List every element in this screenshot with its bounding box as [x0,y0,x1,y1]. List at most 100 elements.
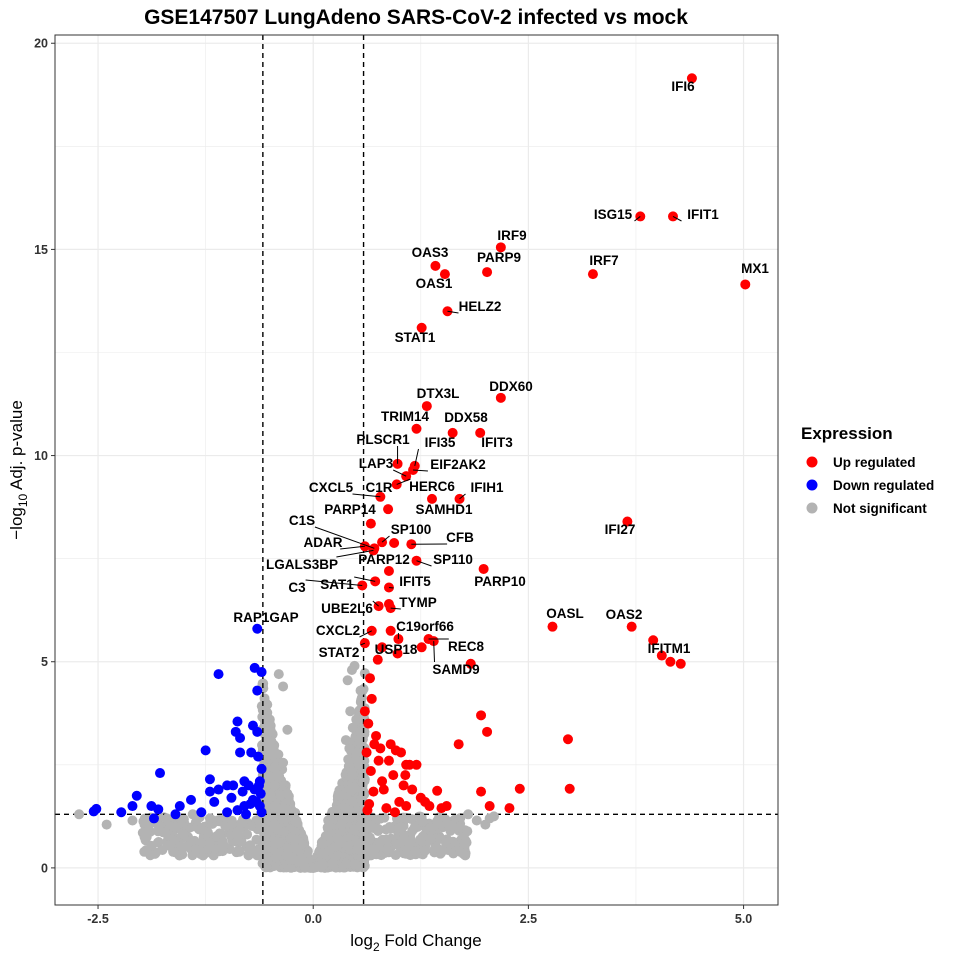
label-trim14: TRIM14 [381,409,430,424]
point-up-regulated [365,673,376,684]
point-not-significant [256,701,267,712]
point-not-significant [348,781,359,792]
point-not-significant [272,824,283,835]
point-not-significant [282,724,293,735]
point-down-regulated [222,780,233,791]
point-down-regulated [256,763,267,774]
y-axis-title-main: −log [7,507,26,540]
label-lap3: LAP3 [359,456,394,471]
point-up-regulated [562,734,573,745]
point-not-significant [356,813,367,824]
point-up-regulated [359,706,370,717]
label-ifi35: IFI35 [425,435,456,450]
point-not-significant [400,812,411,823]
point-samhd1 [426,493,437,504]
connector-lap3 [392,469,407,477]
point-down-regulated [204,774,215,785]
point-not-significant [181,841,192,852]
y-axis-title: −log10 Adj. p-value [7,400,30,540]
point-not-significant [357,771,368,782]
connector-samd9 [433,641,435,663]
label-cxcl5: CXCL5 [309,480,354,495]
point-not-significant [356,695,367,706]
label-ifit3: IFIT3 [481,435,513,450]
connector-eif2ak2 [413,469,428,472]
label-oas2: OAS2 [606,607,643,622]
x-tick-label: -2.5 [87,912,109,926]
point-down-regulated [153,804,164,815]
point-not-significant [463,809,474,820]
point-not-significant [261,854,272,865]
point-ifitm1 [665,656,676,667]
legend-key-up [806,456,818,468]
point-not-significant [396,822,407,833]
point-parp9 [482,267,493,278]
label-dtx3l: DTX3L [417,386,460,401]
connector-cxcl2 [359,630,372,638]
label-cxcl2: CXCL2 [316,623,360,638]
point-not-significant [273,772,284,783]
point-not-significant [484,813,495,824]
point-up-regulated [441,801,452,812]
point-not-significant [196,823,207,834]
point-not-significant [420,845,431,856]
point-up-regulated [369,739,380,750]
point-down-regulated [226,792,237,803]
point-ddx60 [495,392,506,403]
point-not-significant [270,748,281,759]
label-irf9: IRF9 [497,228,526,243]
connector-sat1 [354,576,376,582]
point-not-significant [345,706,356,717]
point-rap1gap [252,623,263,634]
point-up-regulated [675,658,686,669]
connector-ifit1 [672,215,682,222]
point-up-regulated [371,730,382,741]
point-not-significant [269,780,280,791]
label-cfb: CFB [446,530,474,545]
point-down-regulated [213,669,224,680]
y-axis-title-subscript: 10 [16,493,30,507]
point-down-regulated [131,790,142,801]
point-usp18 [377,642,388,653]
point-up-regulated [453,739,464,750]
point-c1r [383,504,394,515]
point-not-significant [273,837,284,848]
point-down-regulated [204,786,215,797]
label-parp10: PARP10 [474,574,526,589]
point-not-significant [425,833,436,844]
point-mx1 [740,279,751,290]
y-tick-label: 20 [34,37,48,51]
legend-key-ns [806,502,818,514]
point-not-significant [341,858,352,869]
point-not-significant [415,834,426,845]
point-not-significant [146,840,157,851]
point-up-regulated [484,801,495,812]
point-oas2 [626,621,637,632]
point-down-regulated [196,807,207,818]
point-not-significant [455,846,466,857]
point-ifit3 [475,427,486,438]
point-down-regulated [252,685,263,696]
point-not-significant [233,835,244,846]
point-up-regulated [366,693,377,704]
label-c19orf66: C19orf66 [396,619,454,634]
point-up-regulated [398,780,409,791]
point-up-regulated [404,759,415,770]
label-samhd1: SAMHD1 [415,502,472,517]
x-tick-label: 0.0 [305,912,322,926]
point-not-significant [410,846,421,857]
point-up-regulated [648,635,659,646]
point-not-significant [410,821,421,832]
point-not-significant [139,846,150,857]
point-down-regulated [222,807,233,818]
point-not-significant [317,838,328,849]
point-down-regulated [255,788,266,799]
label-ifitm1: IFITM1 [648,641,691,656]
label-connectors [305,215,682,663]
point-not-significant [353,759,364,770]
label-ifit1: IFIT1 [687,207,719,222]
point-down-regulated [241,809,252,820]
y-tick-label: 0 [41,861,48,875]
point-not-significant [355,685,366,696]
point-up-regulated [372,654,383,665]
